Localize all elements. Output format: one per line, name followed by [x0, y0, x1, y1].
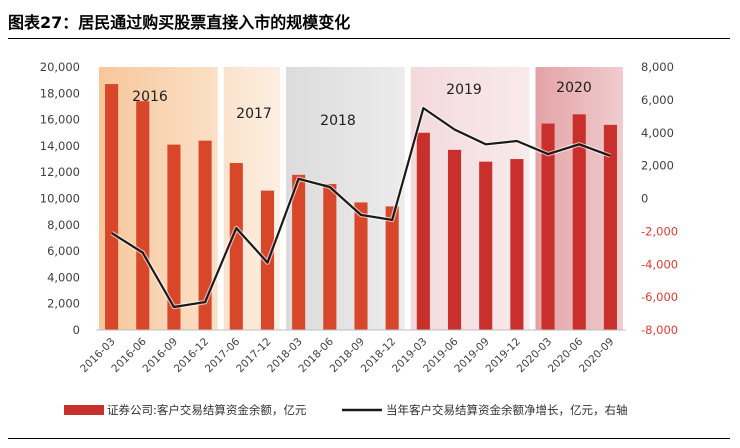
right-tick-label: -8,000 [641, 323, 678, 337]
bar [572, 114, 586, 330]
left-axis: 0 2,000 4,000 6,000 8,000 10,000 12,000 14,000 1… [40, 60, 80, 337]
right-tick-label: -4,000 [641, 257, 678, 271]
right-tick-label: 8,000 [641, 60, 674, 74]
left-tick-label: 6,000 [47, 244, 80, 258]
bar-series [105, 84, 617, 330]
left-tick-label: 4,000 [47, 270, 80, 284]
year-label: 2018 [320, 113, 356, 129]
year-label: 2017 [236, 106, 272, 122]
year-label: 2016 [132, 89, 168, 105]
bar [323, 184, 337, 330]
bar [229, 162, 243, 330]
legend: 证券公司:客户交易结算资金余额，亿元 当年客户交易结算资金余额净增长，亿元，右轴 [64, 403, 628, 417]
bottom-rule [8, 438, 730, 439]
bar [105, 84, 119, 330]
x-tick-label: 2020-09 [577, 336, 617, 376]
bar [198, 140, 212, 330]
x-axis: 2016-032016-062016-092016-122017-062017-… [78, 329, 626, 376]
right-tick-label: -2,000 [641, 224, 678, 238]
left-tick-label: 2,000 [47, 297, 80, 311]
bar [354, 202, 368, 330]
left-tick-label: 14,000 [40, 139, 80, 153]
left-tick-label: 8,000 [47, 218, 80, 232]
left-tick-label: 12,000 [40, 165, 80, 179]
bar [510, 159, 524, 330]
right-tick-label: 4,000 [641, 126, 674, 140]
legend-bar-label: 证券公司:客户交易结算资金余额，亿元 [107, 403, 307, 417]
left-tick-label: 10,000 [40, 192, 80, 206]
bar [416, 132, 430, 330]
right-tick-label: 2,000 [641, 159, 674, 173]
left-tick-label: 0 [73, 323, 80, 337]
bar [541, 123, 555, 330]
right-tick-label: -6,000 [641, 290, 678, 304]
bar [479, 161, 493, 330]
left-tick-label: 20,000 [40, 60, 80, 74]
bar [385, 206, 399, 330]
legend-bar-swatch [64, 405, 104, 415]
right-axis: -8,000 -6,000 -4,000 -2,000 0 2,000 4,000 6,000… [641, 60, 678, 337]
bar [292, 174, 306, 330]
figure-title: 图表27：居民通过购买股票直接入市的规模变化 [8, 8, 730, 39]
year-band [99, 67, 218, 330]
left-tick-label: 16,000 [40, 113, 80, 127]
line-series [110, 105, 612, 310]
right-tick-label: 0 [641, 192, 648, 206]
left-tick-label: 18,000 [40, 86, 80, 100]
bar [167, 144, 181, 330]
bar [447, 149, 462, 330]
bar [603, 124, 617, 330]
year-label: 2019 [446, 82, 482, 98]
year-label: 2020 [556, 80, 592, 96]
legend-line-label: 当年客户交易结算资金余额净增长，亿元，右轴 [386, 403, 628, 417]
right-tick-label: 6,000 [641, 93, 674, 107]
bar [136, 101, 150, 330]
